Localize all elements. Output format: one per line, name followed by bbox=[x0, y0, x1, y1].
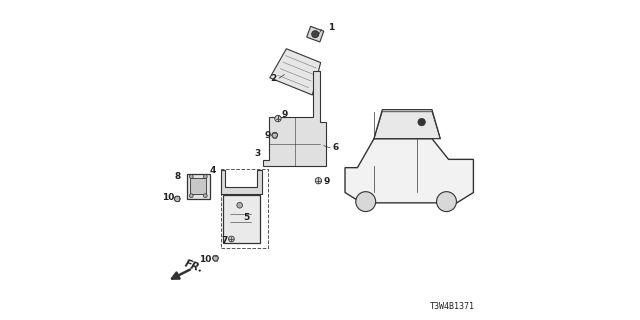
Polygon shape bbox=[345, 139, 474, 203]
Polygon shape bbox=[221, 170, 262, 195]
Circle shape bbox=[228, 236, 234, 242]
Text: 6: 6 bbox=[332, 143, 339, 152]
Text: 4: 4 bbox=[209, 166, 216, 175]
Text: 9: 9 bbox=[281, 110, 287, 119]
Circle shape bbox=[237, 202, 243, 208]
Polygon shape bbox=[270, 49, 321, 95]
Circle shape bbox=[204, 175, 207, 179]
Text: 7: 7 bbox=[221, 236, 228, 245]
Text: 10: 10 bbox=[198, 255, 211, 264]
Circle shape bbox=[272, 132, 278, 138]
Polygon shape bbox=[307, 26, 324, 42]
Text: 5: 5 bbox=[243, 213, 249, 222]
Text: 1: 1 bbox=[328, 23, 334, 32]
Text: 9: 9 bbox=[324, 177, 330, 186]
Circle shape bbox=[189, 175, 193, 179]
Polygon shape bbox=[263, 71, 326, 166]
Circle shape bbox=[356, 192, 376, 212]
Circle shape bbox=[275, 116, 281, 122]
Circle shape bbox=[174, 196, 180, 202]
Circle shape bbox=[204, 194, 207, 197]
Circle shape bbox=[312, 31, 319, 38]
Bar bbox=[187, 174, 210, 198]
Text: T3W4B1371: T3W4B1371 bbox=[429, 302, 474, 311]
Text: 10: 10 bbox=[162, 193, 174, 202]
Text: 8: 8 bbox=[174, 172, 180, 181]
Polygon shape bbox=[374, 110, 440, 139]
Text: FR.: FR. bbox=[183, 258, 205, 274]
Text: 2: 2 bbox=[271, 74, 277, 83]
Circle shape bbox=[418, 118, 426, 126]
Circle shape bbox=[189, 194, 193, 197]
Circle shape bbox=[436, 192, 456, 212]
Bar bbox=[221, 169, 268, 248]
Circle shape bbox=[316, 178, 321, 184]
Text: 9: 9 bbox=[264, 131, 271, 140]
Text: 3: 3 bbox=[255, 149, 261, 158]
Circle shape bbox=[212, 255, 218, 261]
Bar bbox=[190, 178, 206, 194]
Bar bbox=[223, 195, 260, 244]
